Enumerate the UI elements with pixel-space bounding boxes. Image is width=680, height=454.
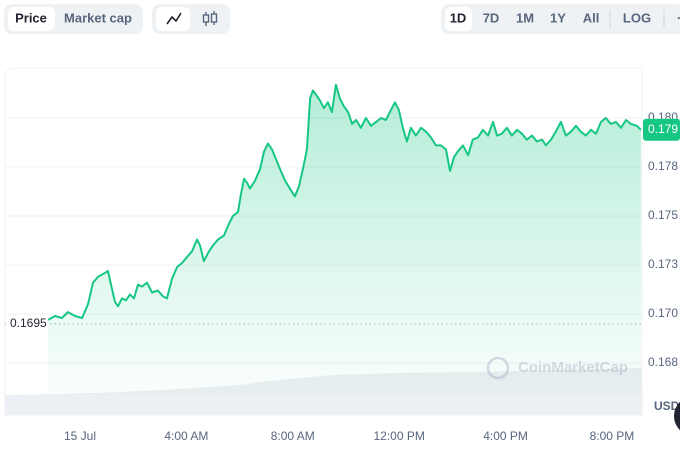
y-tick-label: 0.178 <box>648 159 678 173</box>
metric-tab-active[interactable] <box>8 7 55 31</box>
scroll-button[interactable] <box>674 396 680 436</box>
x-tick-label: 4:00 AM <box>164 429 208 443</box>
line-fill <box>48 84 641 395</box>
range-button[interactable]: 1M <box>516 10 534 25</box>
x-tick-label: 15 Jul <box>64 429 96 443</box>
y-tick-label: 0.170 <box>648 306 678 320</box>
line-icon <box>166 12 182 25</box>
range-toggle <box>441 4 680 34</box>
range-button[interactable]: 7D <box>483 10 500 25</box>
open-price-tag <box>6 315 48 332</box>
y-tick-label: 0.175 <box>648 208 678 222</box>
metric-tab[interactable]: Market cap <box>64 10 132 25</box>
range-button[interactable]: All <box>583 10 600 25</box>
x-tick-label: 12:00 PM <box>373 429 424 443</box>
x-tick-label: 8:00 AM <box>271 429 315 443</box>
watermark-text: CoinMarketCap <box>518 359 628 376</box>
watermark: CoinMarketCap <box>486 356 628 380</box>
currency-label: USD <box>654 399 680 413</box>
more-button[interactable]: · <box>677 10 680 25</box>
plot-frame <box>4 67 643 416</box>
x-tick-label: 4:00 PM <box>483 429 528 443</box>
price-line <box>47 83 642 321</box>
y-tick-label: 0.168 <box>648 355 678 369</box>
range-active[interactable] <box>445 7 472 31</box>
metric-tab[interactable]: Price <box>15 10 47 25</box>
x-tick-label: 8:00 PM <box>590 429 635 443</box>
candle-icon[interactable] <box>202 11 218 26</box>
range-button[interactable]: 1Y <box>550 10 566 25</box>
y-tick-label: 0.173 <box>648 257 678 271</box>
range-button[interactable]: 1D <box>450 10 467 25</box>
current-price-tag <box>643 118 680 141</box>
log-button[interactable]: LOG <box>623 10 651 25</box>
open-price-label: 0.1695 <box>10 316 47 330</box>
plot <box>5 83 642 395</box>
current-price-label: 0.179 <box>648 122 678 136</box>
